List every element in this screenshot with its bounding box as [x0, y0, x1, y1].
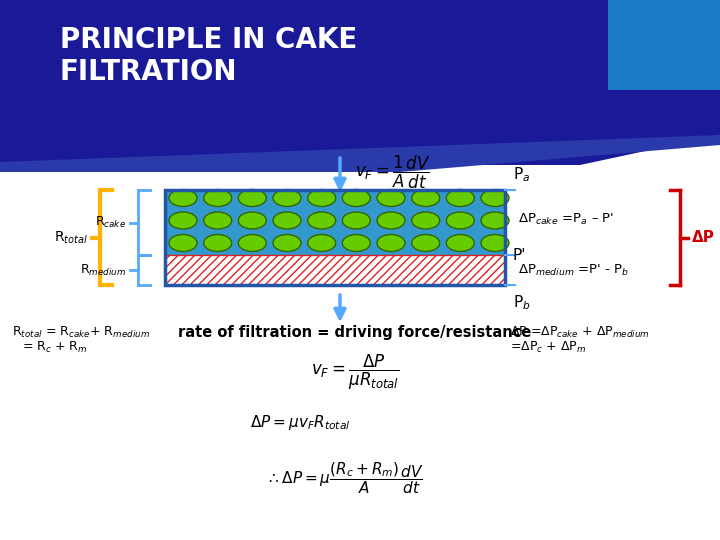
Text: ΔP$_{cake}$ =P$_a$ – P': ΔP$_{cake}$ =P$_a$ – P'	[518, 212, 614, 227]
Ellipse shape	[481, 190, 509, 206]
Bar	[165, 255, 505, 285]
Ellipse shape	[377, 212, 405, 229]
Ellipse shape	[238, 234, 266, 252]
Ellipse shape	[412, 190, 440, 206]
Ellipse shape	[307, 234, 336, 252]
Bar	[165, 190, 505, 255]
Ellipse shape	[342, 190, 370, 206]
Ellipse shape	[273, 212, 301, 229]
Ellipse shape	[377, 190, 405, 206]
Text: P': P'	[513, 247, 526, 262]
Ellipse shape	[238, 190, 266, 206]
Text: R$_{total}$: R$_{total}$	[54, 230, 88, 246]
FancyBboxPatch shape	[608, 0, 720, 90]
Ellipse shape	[342, 212, 370, 229]
Text: P$_b$: P$_b$	[513, 293, 531, 312]
Text: R$_{total}$ = R$_{cake}$+ R$_{medium}$: R$_{total}$ = R$_{cake}$+ R$_{medium}$	[12, 325, 150, 340]
Ellipse shape	[307, 190, 336, 206]
Ellipse shape	[412, 212, 440, 229]
Text: P$_a$: P$_a$	[513, 165, 530, 184]
Text: R$_{medium}$: R$_{medium}$	[80, 262, 126, 278]
Text: $\therefore \Delta P = \mu \dfrac{(R_c + R_m)}{A}\dfrac{dV}{dt}$: $\therefore \Delta P = \mu \dfrac{(R_c +…	[266, 460, 424, 496]
Ellipse shape	[342, 234, 370, 252]
Text: = R$_c$ + R$_m$: = R$_c$ + R$_m$	[22, 340, 88, 355]
Text: FILTRATION: FILTRATION	[60, 58, 238, 86]
Ellipse shape	[377, 234, 405, 252]
Ellipse shape	[204, 212, 232, 229]
Text: $v_F = \dfrac{\Delta P}{\mu R_{total}}$: $v_F = \dfrac{\Delta P}{\mu R_{total}}$	[310, 353, 400, 392]
Text: ΔP: ΔP	[692, 230, 715, 245]
Ellipse shape	[481, 212, 509, 229]
Ellipse shape	[204, 234, 232, 252]
Ellipse shape	[204, 190, 232, 206]
Text: $v_F = \dfrac{1}{A}\dfrac{dV}{dt}$: $v_F = \dfrac{1}{A}\dfrac{dV}{dt}$	[355, 153, 431, 191]
Ellipse shape	[446, 234, 474, 252]
Ellipse shape	[169, 234, 197, 252]
Ellipse shape	[169, 212, 197, 229]
Polygon shape	[0, 135, 720, 172]
Ellipse shape	[481, 234, 509, 252]
Ellipse shape	[273, 190, 301, 206]
Text: R$_{cake}$: R$_{cake}$	[95, 215, 126, 230]
Ellipse shape	[238, 212, 266, 229]
Bar	[165, 255, 505, 285]
Text: PRINCIPLE IN CAKE: PRINCIPLE IN CAKE	[60, 26, 357, 54]
Text: =ΔP$_c$ + ΔP$_m$: =ΔP$_c$ + ΔP$_m$	[510, 340, 586, 355]
Polygon shape	[0, 0, 720, 165]
Text: rate of filtration = driving force/resistance: rate of filtration = driving force/resis…	[179, 325, 531, 340]
Ellipse shape	[412, 234, 440, 252]
Text: $\Delta P = \mu v_F R_{total}$: $\Delta P = \mu v_F R_{total}$	[250, 413, 351, 431]
Bar	[165, 190, 505, 285]
Ellipse shape	[446, 212, 474, 229]
Text: ΔP$_{medium}$ =P' - P$_b$: ΔP$_{medium}$ =P' - P$_b$	[518, 262, 629, 278]
Ellipse shape	[446, 190, 474, 206]
Ellipse shape	[307, 212, 336, 229]
Ellipse shape	[169, 190, 197, 206]
Text: ΔP =ΔP$_{cake}$ + ΔP$_{medium}$: ΔP =ΔP$_{cake}$ + ΔP$_{medium}$	[510, 325, 649, 340]
Ellipse shape	[273, 234, 301, 252]
